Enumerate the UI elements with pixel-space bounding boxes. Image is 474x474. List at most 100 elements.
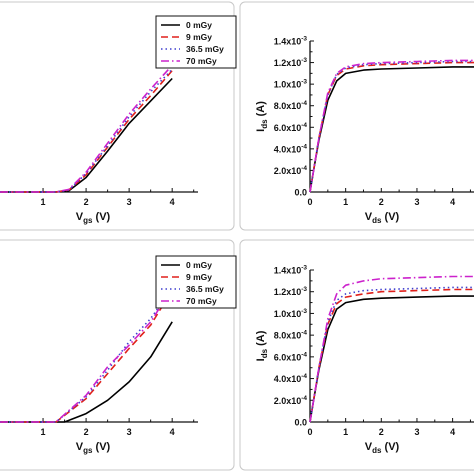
series-line-36-5-mgy [0,287,173,423]
x-tick-label: 3 [414,427,419,437]
y-tick-base: 1.4x10 [274,37,302,47]
x-label-sub: ds [372,446,382,455]
series-line-70-mgy [0,287,173,423]
x-tick-label: 1 [343,427,348,437]
legend-label: 0 mGy [186,20,212,30]
x-tick-label: 2 [84,427,89,437]
series-line-0-mgy [309,66,474,193]
x-axis-label: Vgs (V) [76,211,111,225]
x-tick-label: 3 [127,427,132,437]
y-tick-label: 6.0x10-4 [274,351,308,362]
y-axis-label: Ids (A) [255,330,269,361]
legend-label: 70 mGy [186,296,217,306]
x-tick-label: 3 [414,197,419,207]
x-label-sub: ds [372,216,382,225]
y-label-main: I [255,129,267,132]
y-tick-exponent: -4 [301,143,307,150]
series-line-0-mgy [309,295,474,423]
y-tick-base: 0.0 [294,188,307,198]
y-tick-base: 6.0x10 [274,123,302,133]
y-tick-base: 1.2x10 [274,287,302,297]
panel-bottom-right: 0 1 2 3 40.02.0x10-44.0x10-46.0x10-48.0x10-4… [239,239,474,471]
y-label-main: I [255,358,267,361]
legend: 0 mGy 9 mGy 36.5 mGy 70 mGy [155,15,237,69]
y-tick-label: 1.2x10-3 [274,286,308,297]
series-line-9-mgy [309,288,474,423]
y-tick-exponent: -4 [301,100,307,107]
x-tick-label: 4 [450,427,455,437]
x-tick-label: 4 [170,197,175,207]
x-axis-label: Vgs (V) [76,441,111,455]
series-line-70-mgy [0,64,173,193]
x-tick-label: 2 [84,197,89,207]
y-tick-base: 8.0x10 [274,331,302,341]
y-tick-label: 1.0x10-3 [274,308,308,319]
panel-top-right: 0 1 2 3 40.02.0x10-44.0x10-46.0x10-48.0x10-4… [239,1,474,231]
legend-label: 9 mGy [186,32,212,42]
y-tick-label: 1.4x10-3 [274,36,308,47]
x-label-unit: (V) [92,441,110,453]
x-label-unit: (V) [381,441,399,453]
x-label-main: V [76,441,84,453]
x-tick-label: 4 [170,427,175,437]
x-tick-label: 2 [379,197,384,207]
y-tick-exponent: -4 [301,351,307,358]
legend-label: 0 mGy [186,260,212,270]
x-tick-label: 2 [379,427,384,437]
y-tick-label: 0.0 [294,188,307,198]
y-tick-label: 8.0x10-4 [274,100,308,111]
series-line-9-mgy [0,289,173,423]
x-tick-label: 0 [307,427,312,437]
x-label-main: V [365,441,373,453]
panel-frame [0,1,235,231]
y-label-sub: ds [260,119,269,129]
panel-bottom-left: 1 2 3 4 Vgs (V) 0 mGy 9 mGy 36.5 mGy 70 mGy [0,239,237,471]
x-label-main: V [76,211,84,223]
y-tick-label: 1.0x10-3 [274,79,308,90]
y-tick-exponent: -4 [301,330,307,337]
y-tick-label: 0.0 [294,418,307,428]
x-label-unit: (V) [381,211,399,223]
x-tick-label: 1 [343,197,348,207]
x-tick-label: 1 [41,427,46,437]
y-tick-exponent: -3 [301,286,307,293]
y-tick-base: 1.0x10 [274,80,302,90]
x-tick-label: 1 [41,197,46,207]
legend-label: 70 mGy [186,56,217,66]
x-label-unit: (V) [92,211,110,223]
panel-frame [0,239,235,471]
y-tick-exponent: -4 [301,165,307,172]
legend-label: 36.5 mGy [186,284,224,294]
y-tick-label: 4.0x10-4 [274,143,308,154]
x-label-sub: gs [83,446,93,455]
y-tick-exponent: -3 [301,36,307,43]
y-tick-base: 1.2x10 [274,58,302,68]
y-tick-base: 4.0x10 [274,144,302,154]
y-axis-label: Ids (A) [255,101,269,132]
y-tick-label: 1.2x10-3 [274,57,308,68]
y-tick-exponent: -4 [301,373,307,380]
y-tick-base: 8.0x10 [274,101,302,111]
y-tick-base: 0.0 [294,418,307,428]
y-tick-exponent: -3 [301,79,307,86]
legend-label: 36.5 mGy [186,44,224,54]
x-tick-label: 4 [450,197,455,207]
y-tick-exponent: -3 [301,265,307,272]
y-tick-base: 1.0x10 [274,309,302,319]
y-tick-label: 4.0x10-4 [274,373,308,384]
y-tick-exponent: -3 [301,308,307,315]
y-tick-label: 1.4x10-3 [274,265,308,276]
series-line-9-mgy [0,70,173,193]
y-tick-exponent: -3 [301,57,307,64]
y-tick-base: 4.0x10 [274,374,302,384]
series-line-70-mgy [309,275,474,423]
y-label-unit: (A) [255,330,267,349]
panel-frame [239,1,474,231]
series-line-36-5-mgy [309,286,474,423]
x-axis-label: Vds (V) [365,441,400,455]
x-axis-label: Vds (V) [365,211,400,225]
y-tick-label: 8.0x10-4 [274,330,308,341]
y-label-sub: ds [260,348,269,358]
y-tick-label: 6.0x10-4 [274,122,308,133]
